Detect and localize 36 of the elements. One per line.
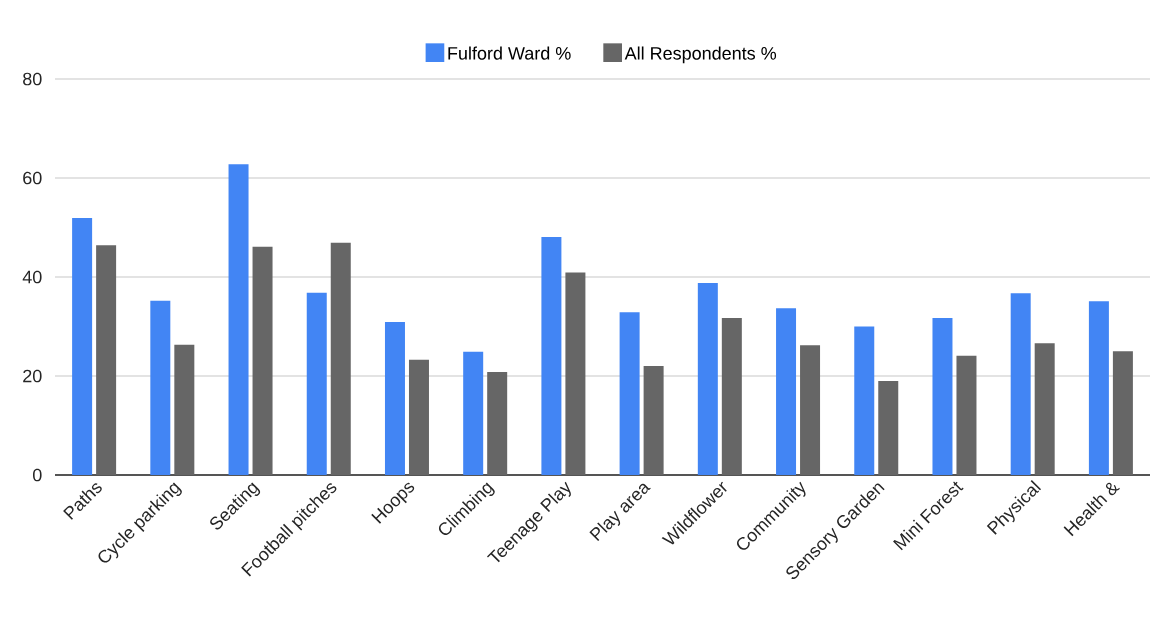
bar <box>956 355 977 475</box>
y-tick-label: 40 <box>22 270 42 284</box>
bar <box>697 282 718 475</box>
bar <box>800 345 821 475</box>
bar <box>1010 293 1031 475</box>
y-tick-label: 80 <box>23 72 42 86</box>
y-tick-label: 60 <box>23 171 42 185</box>
bar <box>174 344 195 475</box>
bar <box>776 308 797 475</box>
bar <box>1112 351 1133 475</box>
bar <box>541 236 562 475</box>
bar <box>878 380 899 475</box>
bar <box>565 272 586 475</box>
bar <box>150 300 171 475</box>
bar <box>854 326 875 475</box>
bar <box>330 242 351 475</box>
bar <box>1034 343 1055 475</box>
bar <box>1088 301 1109 475</box>
bar <box>408 359 429 475</box>
bar <box>384 322 405 475</box>
legend-label: Fulford Ward % <box>448 46 571 60</box>
bar <box>643 366 664 475</box>
bar <box>463 351 484 475</box>
bar <box>72 218 93 475</box>
bar <box>721 318 742 475</box>
bar <box>96 245 117 475</box>
bar <box>252 246 273 475</box>
y-tick-label: 0 <box>32 468 42 482</box>
y-tick-label: 20 <box>23 369 42 383</box>
legend-label: All Respondents % <box>624 46 777 64</box>
bar <box>228 164 249 475</box>
x-tick-label: Play area <box>589 483 651 542</box>
bar <box>932 318 953 475</box>
bar <box>487 372 508 475</box>
bar <box>306 292 327 475</box>
bar <box>619 312 640 475</box>
